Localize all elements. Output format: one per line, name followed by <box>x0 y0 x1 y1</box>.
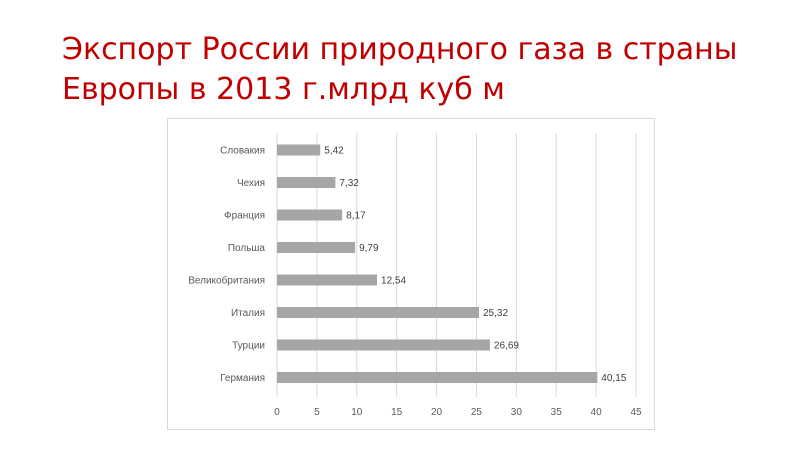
x-tick-label: 20 <box>431 407 443 418</box>
category-label: Италия <box>231 308 265 319</box>
x-tick-label: 25 <box>471 407 483 418</box>
category-label: Франция <box>224 211 265 222</box>
x-tick-label: 5 <box>314 407 320 418</box>
data-label: 25,32 <box>483 308 508 319</box>
bar <box>277 144 321 156</box>
bar <box>277 307 479 318</box>
data-label: 5,42 <box>324 146 344 157</box>
category-label: Чехия <box>237 178 265 189</box>
x-tick-label: 15 <box>391 407 403 418</box>
x-tick-label: 10 <box>351 407 363 418</box>
x-tick-label: 0 <box>274 407 280 418</box>
data-label: 9,79 <box>359 243 379 254</box>
data-label: 40,15 <box>601 373 626 384</box>
data-label: 8,17 <box>346 211 366 222</box>
category-label: Польша <box>228 243 266 254</box>
bar-chart: 0 5 10 15 20 25 30 35 40 45 Словакия 5,42 Чехия 7,32 Ф… <box>188 133 642 418</box>
category-label: Турции <box>232 341 265 352</box>
category-label: Великобритания <box>188 275 265 287</box>
data-label: 7,32 <box>339 178 359 189</box>
chart-frame: 0 5 10 15 20 25 30 35 40 45 Словакия 5,42 Чехия 7,32 Ф… <box>167 118 655 430</box>
bar <box>277 177 336 188</box>
bar <box>277 209 343 221</box>
slide-title: Экспорт России природного газа в страны … <box>62 32 738 107</box>
data-label: 12,54 <box>381 276 406 287</box>
x-tick-label: 40 <box>591 407 603 418</box>
x-tick-label: 30 <box>511 407 523 418</box>
x-tick-label: 35 <box>551 407 563 418</box>
bar <box>277 372 598 383</box>
category-label: Словакия <box>220 146 265 157</box>
category-label: Германия <box>220 373 265 384</box>
data-label: 26,69 <box>494 341 519 352</box>
bar <box>277 274 378 286</box>
x-tick-label: 45 <box>630 407 642 418</box>
bar <box>277 242 356 253</box>
bar <box>277 339 490 351</box>
